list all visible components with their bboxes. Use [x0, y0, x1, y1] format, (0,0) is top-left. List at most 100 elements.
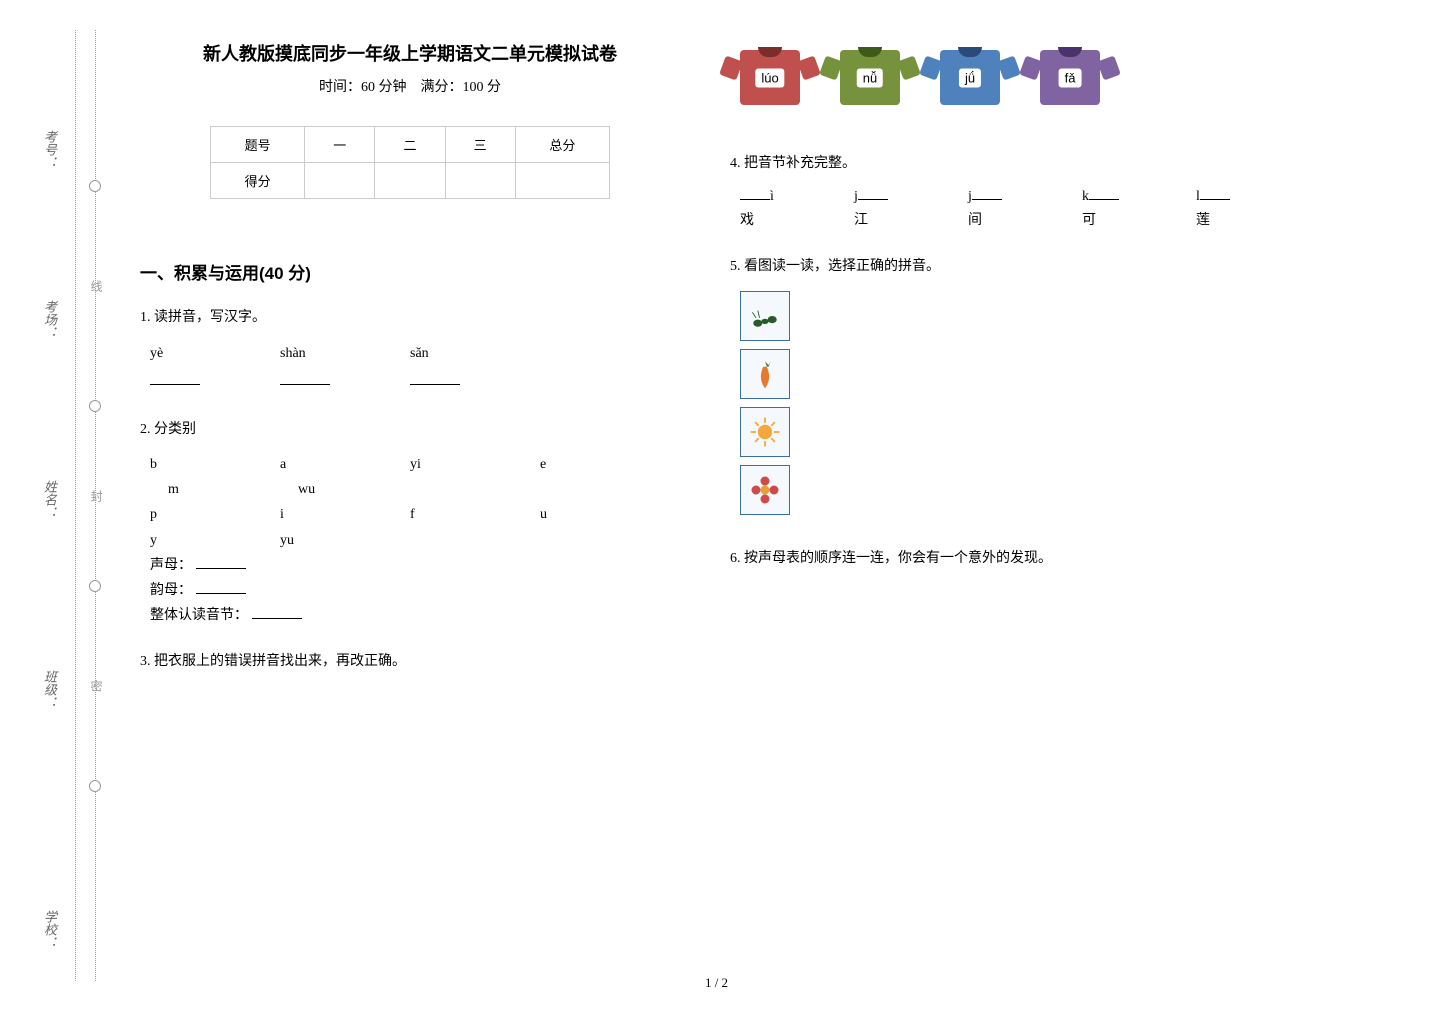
circle-marker	[89, 400, 101, 412]
exam-subtitle: 时间：60 分钟 满分：100 分	[140, 76, 680, 96]
letter: i	[280, 502, 410, 527]
question-prompt: 把音节补充完整。	[744, 156, 856, 171]
question-number: 6.	[730, 551, 741, 566]
blank-line	[252, 603, 302, 619]
label-exam-number: 考号：	[40, 130, 59, 169]
question-5: 5. 看图读一读，选择正确的拼音。	[730, 253, 1310, 515]
table-row: 得分	[211, 163, 610, 199]
fill-blank-item: j 间	[968, 186, 1082, 233]
blank-line	[410, 369, 460, 385]
shirt-icon: fǎ	[1030, 50, 1110, 120]
question-number: 3.	[140, 654, 151, 669]
exam-title: 新人教版摸底同步一年级上学期语文二单元模拟试卷	[140, 40, 680, 66]
fill-pinyin: j	[854, 186, 968, 208]
table-header: 总分	[515, 127, 609, 163]
clothes-row: lúo nǚ jǘ	[730, 50, 1310, 120]
letter-row: m wu	[168, 477, 680, 502]
pinyin-part: ì	[770, 186, 774, 208]
letter-row: y yu	[150, 528, 680, 553]
pinyin-text: shàn	[280, 340, 330, 368]
fill-char: 戏	[740, 210, 854, 232]
fill-char: 莲	[1196, 210, 1310, 232]
image-stack	[740, 291, 1310, 515]
question-text: 6. 按声母表的顺序连一连，你会有一个意外的发现。	[730, 545, 1310, 573]
category-label: 整体认读音节：	[150, 608, 248, 623]
page-content: 新人教版摸底同步一年级上学期语文二单元模拟试卷 时间：60 分钟 满分：100 …	[140, 40, 1393, 971]
label-class: 班级：	[40, 670, 59, 709]
question-prompt: 把衣服上的错误拼音找出来，再改正确。	[154, 654, 406, 669]
seal-char: 线	[88, 280, 105, 292]
table-header: 二	[375, 127, 445, 163]
letter-row: b a yi e	[150, 452, 680, 477]
shirt-icon: lúo	[730, 50, 810, 120]
fill-char: 间	[968, 210, 1082, 232]
blank-short	[972, 186, 1002, 200]
pinyin-text: sǎn	[410, 340, 460, 368]
seal-char: 封	[88, 490, 105, 502]
category-label-row: 整体认读音节：	[150, 603, 680, 628]
question-prompt: 看图读一读，选择正确的拼音。	[744, 259, 940, 274]
question-number: 4.	[730, 156, 741, 171]
flower-icon	[740, 465, 790, 515]
question-number: 5.	[730, 259, 741, 274]
letter: a	[280, 452, 410, 477]
dotted-line-inner	[75, 30, 76, 981]
label-name: 姓名：	[40, 480, 59, 519]
letter: yu	[280, 528, 410, 553]
label-school: 学校：	[40, 910, 59, 949]
category-label: 韵母：	[150, 583, 192, 598]
shirt-pinyin: lúo	[755, 68, 784, 87]
shirt-pinyin: jǘ	[959, 68, 981, 87]
category-label: 声母：	[150, 558, 192, 573]
circle-marker	[89, 180, 101, 192]
letter: p	[150, 502, 280, 527]
fill-char: 可	[1082, 210, 1196, 232]
table-cell	[515, 163, 609, 199]
blank-short	[858, 186, 888, 200]
fill-char: 江	[854, 210, 968, 232]
question-text: 4. 把音节补充完整。	[730, 150, 1310, 178]
letter: f	[410, 502, 540, 527]
fill-blank-item: ì 戏	[740, 186, 854, 233]
shirt-icon: jǘ	[930, 50, 1010, 120]
carrot-icon	[740, 349, 790, 399]
score-table: 题号 一 二 三 总分 得分	[210, 126, 610, 199]
blank-line	[196, 553, 246, 569]
dotted-line-outer	[95, 30, 96, 981]
question-4: 4. 把音节补充完整。 ì 戏 j 江	[730, 150, 1310, 233]
question-text: 3. 把衣服上的错误拼音找出来，再改正确。	[140, 648, 680, 676]
left-column: 新人教版摸底同步一年级上学期语文二单元模拟试卷 时间：60 分钟 满分：100 …	[140, 40, 680, 696]
blank-line	[196, 578, 246, 594]
fill-blank-item: k 可	[1082, 186, 1196, 233]
binding-area: 考号： 考场： 姓名： 班级： 学校： 线 封 密	[0, 0, 120, 1011]
right-column: lúo nǚ jǘ	[730, 40, 1310, 593]
table-header: 三	[445, 127, 515, 163]
blank-short	[1200, 186, 1230, 200]
blank-line	[280, 369, 330, 385]
pinyin-text: yè	[150, 340, 200, 368]
fill-pinyin: k	[1082, 186, 1196, 208]
fill-blank-row: ì 戏 j 江 j 间	[740, 186, 1310, 233]
question-6: 6. 按声母表的顺序连一连，你会有一个意外的发现。	[730, 545, 1310, 573]
circle-marker	[89, 580, 101, 592]
fill-blank-item: j 江	[854, 186, 968, 233]
shirt-icon: nǚ	[830, 50, 910, 120]
letter-grid: b a yi e m wu p i f u y yu	[150, 452, 680, 628]
blank-short	[740, 186, 770, 200]
pinyin-item: sǎn	[410, 340, 460, 396]
shirt-pinyin: nǚ	[857, 68, 883, 87]
table-header: 一	[305, 127, 375, 163]
fill-pinyin: ì	[740, 186, 854, 208]
category-label-row: 声母：	[150, 553, 680, 578]
letter: e	[540, 452, 670, 477]
letter: yi	[410, 452, 540, 477]
pinyin-part: k	[1082, 186, 1089, 208]
table-row: 题号 一 二 三 总分	[211, 127, 610, 163]
question-text: 2. 分类别	[140, 416, 680, 444]
letter: b	[150, 452, 280, 477]
question-number: 2.	[140, 422, 151, 437]
ant-icon	[740, 291, 790, 341]
table-cell	[375, 163, 445, 199]
question-prompt: 分类别	[154, 422, 196, 437]
letter: u	[540, 502, 670, 527]
